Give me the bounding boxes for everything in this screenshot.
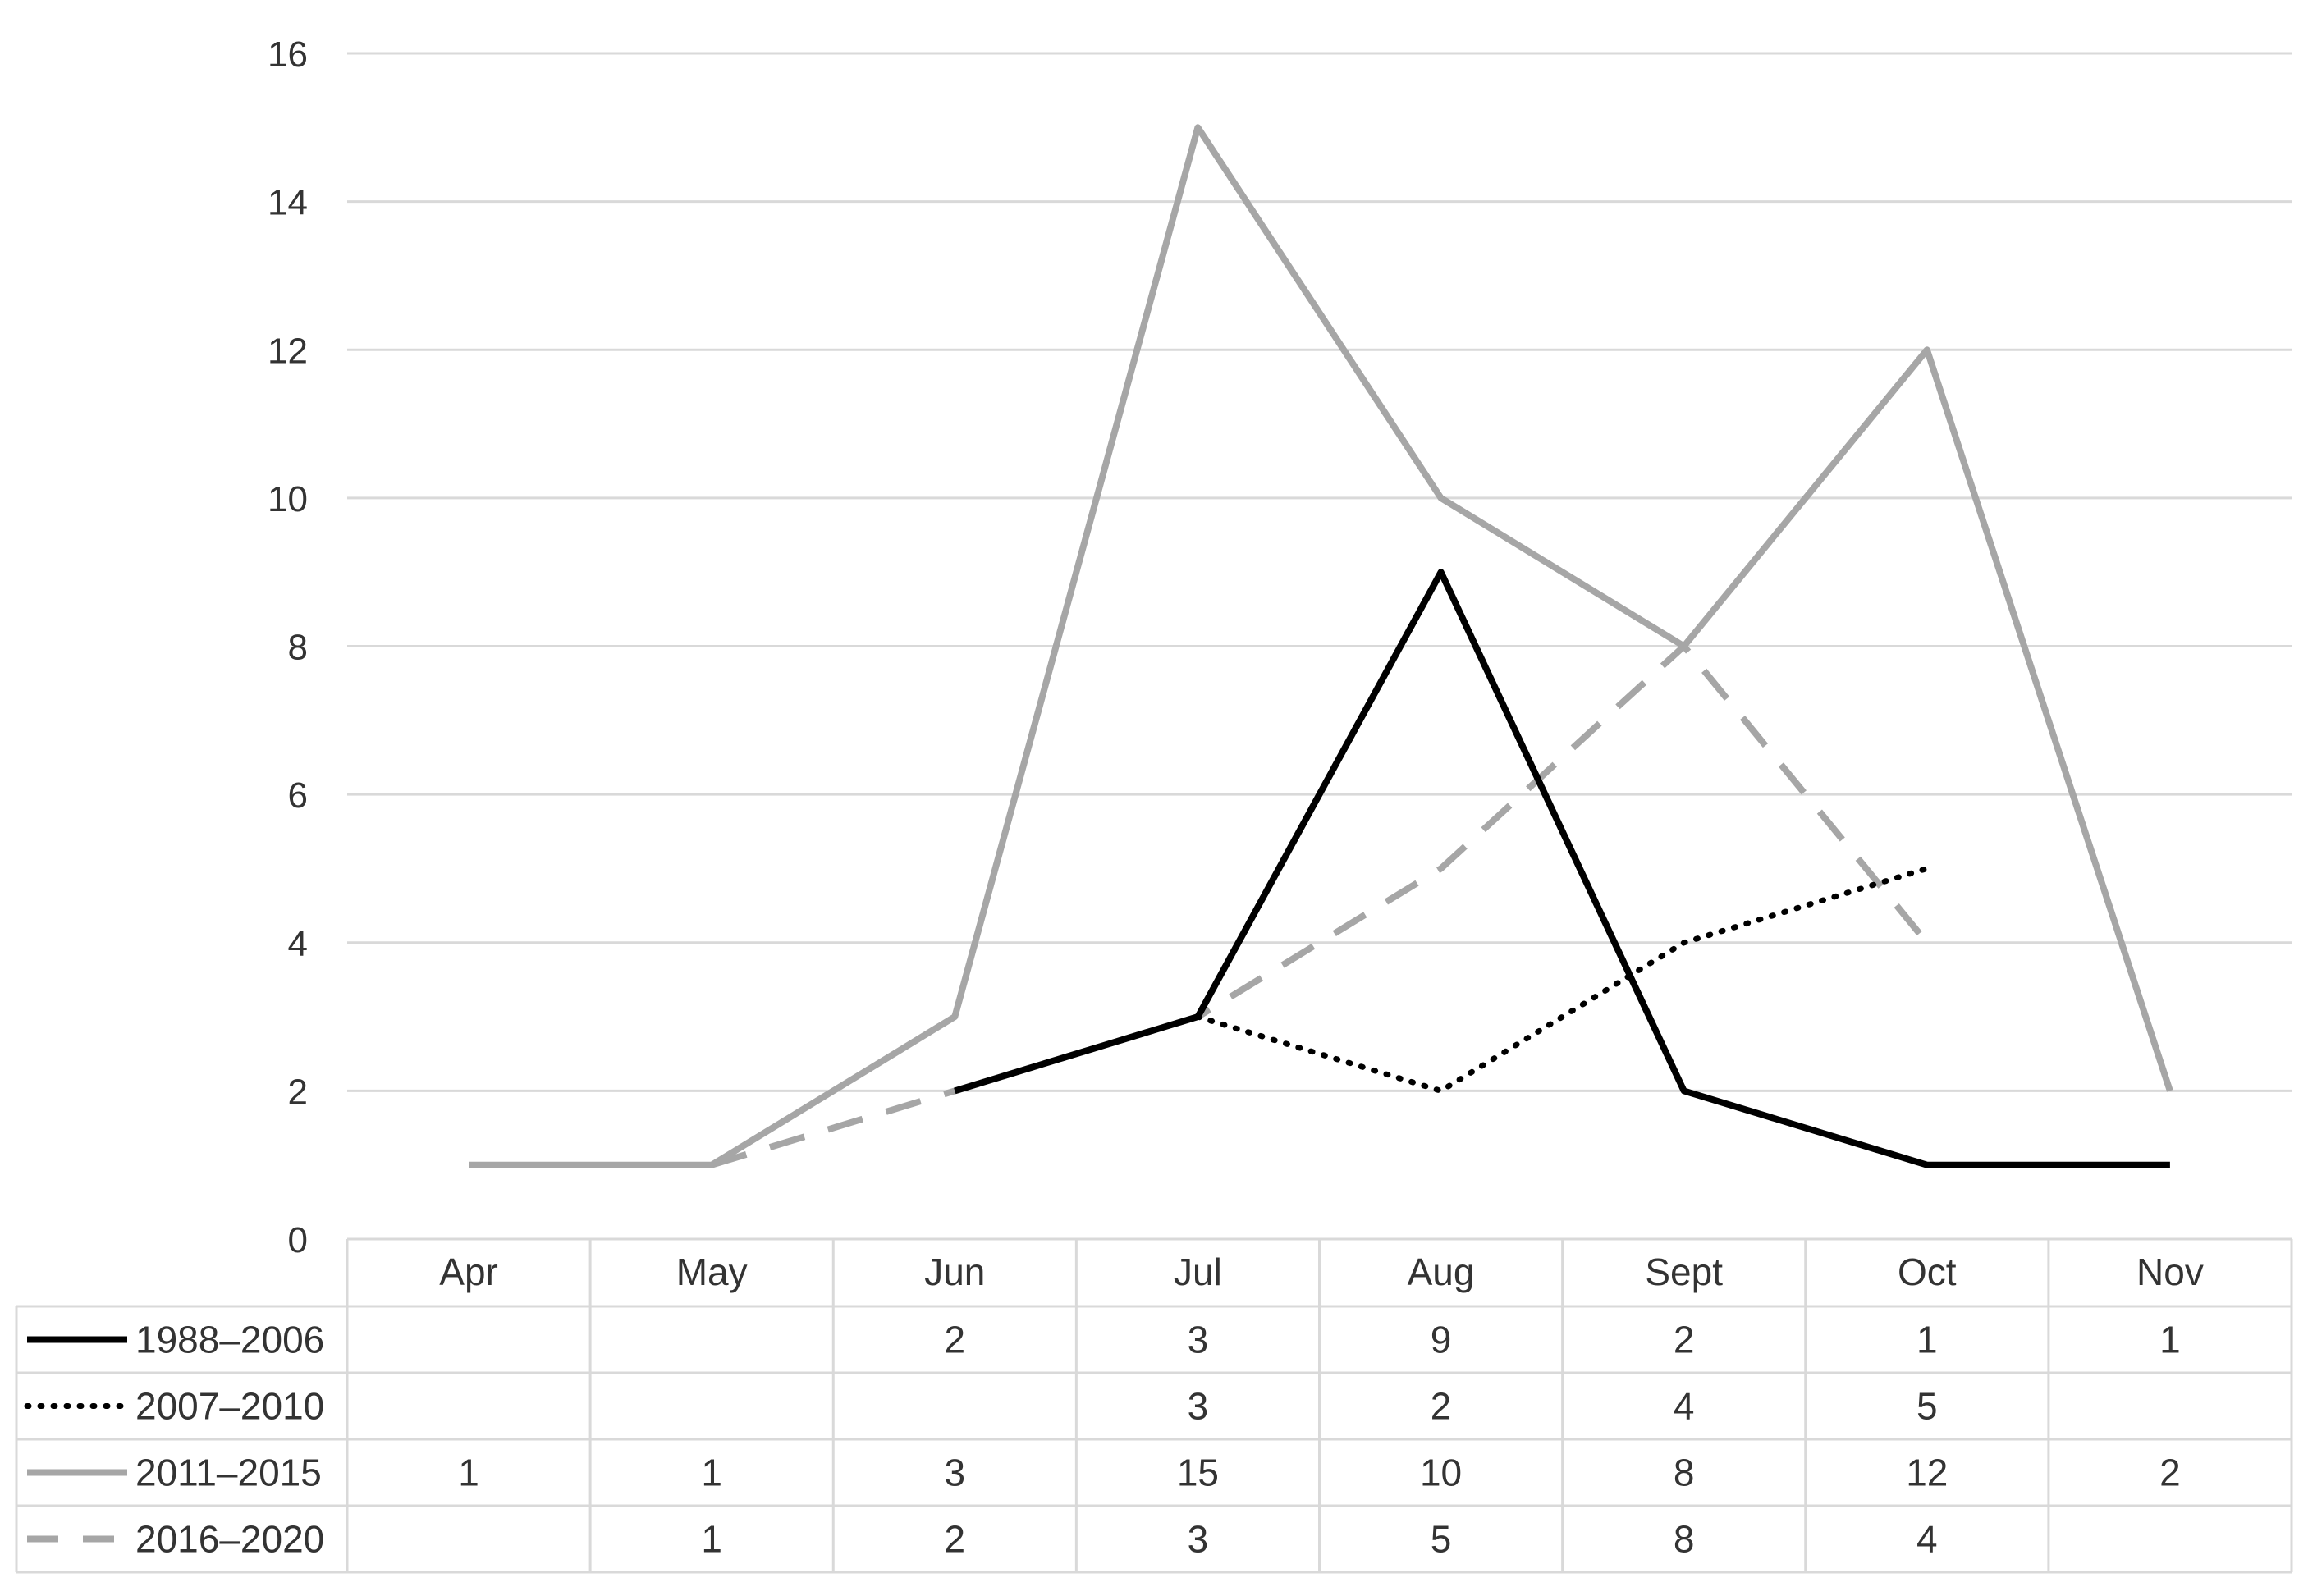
series-line-2016-2020	[711, 643, 1930, 1168]
x-category-label: Nov	[2136, 1251, 2204, 1293]
y-tick-label: 10	[268, 479, 308, 519]
table-cell-value: 8	[1674, 1518, 1695, 1561]
table-cell-value: 9	[1431, 1319, 1452, 1361]
y-tick-label: 4	[288, 924, 308, 964]
legend-label: 2016–2020	[135, 1518, 324, 1561]
table-cell-value: 10	[1420, 1452, 1462, 1494]
series-line-1988-2006	[954, 569, 2170, 1168]
table-cell-value: 3	[1188, 1518, 1209, 1561]
table-cell-value: 3	[945, 1452, 966, 1494]
x-category-label: Aug	[1408, 1251, 1475, 1293]
y-tick-label: 0	[288, 1220, 308, 1260]
table-cell-value: 5	[1431, 1518, 1452, 1561]
table-cell-value: 1	[701, 1452, 722, 1494]
x-category-label: Oct	[1898, 1251, 1957, 1293]
table-cell-value: 2	[2159, 1452, 2181, 1494]
table-cell-value: 1	[458, 1452, 479, 1494]
table-cell-value: 3	[1188, 1319, 1209, 1361]
y-tick-label: 2	[288, 1072, 308, 1112]
table-cell-value: 1	[2159, 1319, 2181, 1361]
y-tick-label: 8	[288, 628, 308, 668]
table-cell-value: 4	[1916, 1518, 1938, 1561]
y-tick-label: 14	[268, 183, 308, 223]
y-tick-label: 12	[268, 331, 308, 371]
y-tick-label: 6	[288, 775, 308, 816]
x-category-label: Apr	[439, 1251, 498, 1293]
table-cell-value: 2	[1431, 1385, 1452, 1428]
legend-label: 2011–2015	[135, 1452, 322, 1494]
table-cell-value: 2	[945, 1319, 966, 1361]
table-cell-value: 1	[701, 1518, 722, 1561]
series-line-2007-2010	[1194, 865, 1930, 1094]
legend-label: 2007–2010	[135, 1385, 324, 1428]
y-tick-label: 16	[268, 34, 308, 75]
legend-label: 1988–2006	[135, 1319, 324, 1361]
series-lines	[469, 124, 2173, 1168]
x-category-label: Jun	[924, 1251, 985, 1293]
data-table: Apr May Jun Jul Aug Sept Oct Nov 1988–2006 2 3 9 2 1 1…	[15, 1237, 2293, 1574]
table-cell-value: 8	[1674, 1452, 1695, 1494]
y-axis-ticks: 0 2 4 6 8 10 12 14 16	[268, 34, 308, 1260]
x-category-label: May	[676, 1251, 748, 1293]
table-cell-value: 15	[1177, 1452, 1219, 1494]
x-category-label: Jul	[1174, 1251, 1222, 1293]
series-line-2011-2015	[469, 124, 2173, 1168]
x-category-label: Sept	[1645, 1251, 1723, 1293]
table-cell-value: 2	[1674, 1319, 1695, 1361]
table-cell-value: 3	[1188, 1385, 1209, 1428]
table-cell-value: 5	[1916, 1385, 1938, 1428]
table-cell-value: 12	[1906, 1452, 1948, 1494]
table-cell-value: 4	[1674, 1385, 1695, 1428]
table-cell-value: 1	[1916, 1319, 1938, 1361]
table-cell-value: 2	[945, 1518, 966, 1561]
